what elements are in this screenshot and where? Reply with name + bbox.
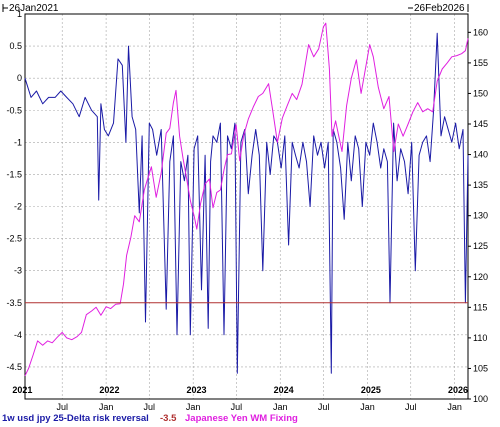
y-tick-right: 120 [473, 272, 488, 282]
x-tick-year: 2025 [361, 385, 381, 395]
grid-layer [25, 13, 468, 399]
y-tick-right: 100 [473, 394, 488, 404]
x-tick-month: Jan [360, 402, 375, 412]
y-tick-right: 135 [473, 180, 488, 190]
axis-layer: 1 0.5 0 -0.5 -1 -1.5 -2 -2.5 -3 -3.5 -4 -4.5 160 155 1… [6, 9, 488, 412]
x-tick-month: Jul [56, 402, 68, 412]
y-tick-left: -2.5 [6, 234, 22, 244]
series-line-risk-reversal [24, 32, 469, 374]
y-tick-right: 105 [473, 363, 488, 373]
x-tick-month: Jan [273, 402, 288, 412]
y-tick-left: 1 [17, 9, 22, 19]
y-tick-right: 155 [473, 58, 488, 68]
y-tick-right: 160 [473, 27, 488, 37]
y-tick-left: 0.5 [9, 41, 22, 51]
y-tick-right: 140 [473, 150, 488, 160]
plot-frame [24, 13, 469, 400]
y-tick-left: -2 [14, 202, 22, 212]
series-layer [24, 22, 469, 377]
x-tick-month: Jan [447, 402, 462, 412]
x-tick-month: Jul [231, 402, 243, 412]
legend-reference-line: -3.5 [160, 413, 177, 424]
y-tick-left: -4 [14, 330, 22, 340]
x-tick-month: Jul [144, 402, 156, 412]
legend-yen-fixing: Japanese Yen WM Fixing [185, 413, 298, 424]
y-tick-left: 0 [17, 73, 22, 83]
x-tick-month: Jan [186, 402, 201, 412]
x-tick-year: 2023 [187, 385, 207, 395]
y-tick-left: -1 [14, 137, 22, 147]
legend-risk-reversal: 1w usd jpy 25-Delta risk reversal [2, 413, 149, 424]
header-right-date: 26Feb2026 [414, 3, 465, 14]
y-tick-right: 150 [473, 88, 488, 98]
header-left-date: 26Jan2021 [9, 3, 59, 14]
series-line-yen-fixing [24, 22, 469, 377]
y-tick-left: -1.5 [6, 169, 22, 179]
x-tick-year: 2026 [448, 385, 468, 395]
y-tick-right: 125 [473, 241, 488, 251]
y-tick-right: 115 [473, 302, 487, 312]
x-tick-month: Jul [405, 402, 417, 412]
x-tick-month: Jul [318, 402, 330, 412]
y-tick-left: -4.5 [6, 362, 22, 372]
y-tick-right: 130 [473, 211, 488, 221]
y-tick-left: -3 [14, 266, 22, 276]
y-tick-right: 110 [473, 333, 487, 343]
x-tick-year: 2021 [12, 385, 32, 395]
y-tick-left: -0.5 [6, 105, 22, 115]
x-tick-month: Jan [99, 402, 114, 412]
x-tick-year: 2024 [274, 385, 294, 395]
y-tick-right: 145 [473, 119, 488, 129]
x-tick-year: 2022 [99, 385, 119, 395]
y-tick-left: -3.5 [6, 298, 22, 308]
